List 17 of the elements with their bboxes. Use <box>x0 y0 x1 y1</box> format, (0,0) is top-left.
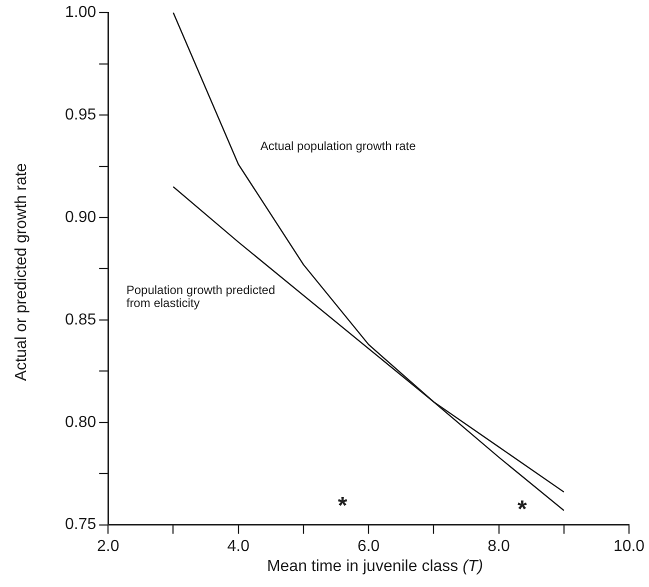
y-tick-label: 1.00 <box>65 4 96 22</box>
y-tick-label: 0.95 <box>65 106 96 124</box>
x-tick-label: 4.0 <box>227 538 250 555</box>
x-tick-label: 6.0 <box>357 538 380 555</box>
y-axis-title: Actual or predicted growth rate <box>12 162 31 383</box>
x-tick-label: 2.0 <box>97 538 120 555</box>
x-axis-title: Mean time in juvenile class (T) <box>266 558 484 576</box>
y-tick-label: 0.75 <box>65 516 96 534</box>
y-tick-label: 0.90 <box>65 208 96 226</box>
annotation: * <box>518 496 528 524</box>
x-tick-label: 8.0 <box>488 538 510 555</box>
y-tick-label: 0.80 <box>65 414 96 431</box>
annotation: * <box>338 492 348 520</box>
x-tick-label: 10.0 <box>613 538 645 555</box>
y-tick-label: 0.85 <box>65 311 96 328</box>
text: Actual population growth rate <box>260 139 416 154</box>
series-label: Population growth predicted from elasticity <box>126 283 276 310</box>
